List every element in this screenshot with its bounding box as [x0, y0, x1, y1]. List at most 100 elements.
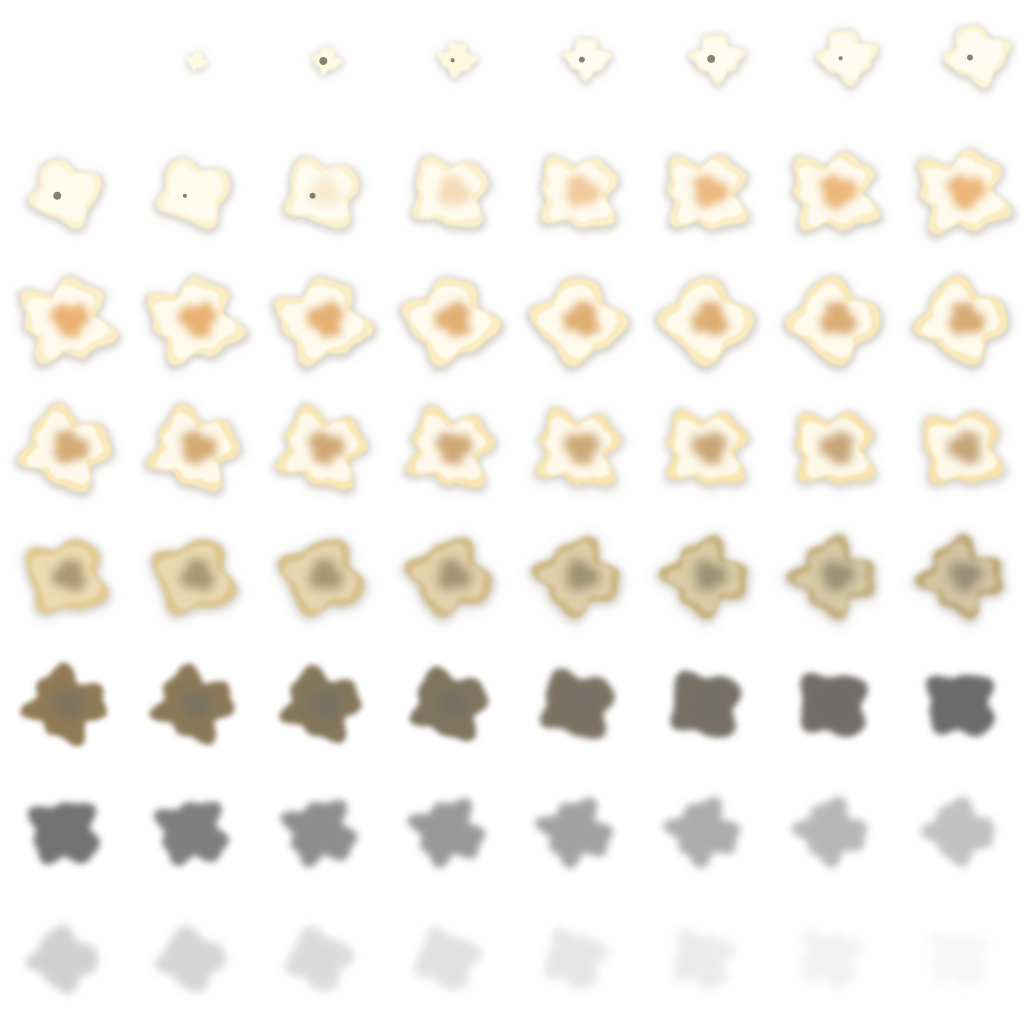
explosion-frame-graphic — [537, 154, 621, 233]
explosion-frame-graphic — [284, 925, 355, 991]
fire-core — [818, 301, 857, 335]
explosion-frame — [768, 512, 896, 640]
fire-core — [181, 430, 217, 465]
explosion-frame-graphic — [560, 37, 614, 86]
explosion-frame — [128, 0, 256, 128]
explosion-frame — [768, 384, 896, 512]
explosion-frame — [512, 640, 640, 768]
explosion-frame — [896, 896, 1024, 1024]
fire-core — [52, 689, 88, 720]
fire-core — [693, 559, 727, 593]
explosion-frame-graphic — [270, 275, 378, 372]
explosion-frame — [512, 128, 640, 256]
explosion-frame — [640, 128, 768, 256]
explosion-frame — [896, 768, 1024, 896]
fire-core — [945, 173, 987, 211]
smoke-cloud — [543, 927, 610, 990]
explosion-frame — [384, 768, 512, 896]
smoke-cloud — [407, 798, 486, 869]
explosion-frame — [768, 256, 896, 384]
explosion-frame — [0, 384, 128, 512]
explosion-frame-graphic — [914, 147, 1016, 240]
fire-core — [434, 301, 472, 338]
explosion-frame-graphic — [17, 275, 122, 370]
fireball — [436, 41, 478, 79]
explosion-frame — [896, 640, 1024, 768]
explosion-frame — [384, 896, 512, 1024]
smoke-cloud — [25, 924, 98, 994]
fire-core — [692, 174, 729, 210]
explosion-frame — [512, 0, 640, 128]
fire-core — [436, 175, 473, 207]
explosion-frame — [896, 256, 1024, 384]
explosion-frame — [256, 768, 384, 896]
fire-core — [565, 559, 600, 592]
explosion-frame — [256, 256, 384, 384]
explosion-frame-graphic — [280, 800, 358, 868]
fire-core — [51, 558, 87, 592]
explosion-frame-graphic — [409, 154, 493, 232]
explosion-frame-graphic — [148, 538, 241, 620]
explosion-frame — [256, 640, 384, 768]
smoke-cloud — [791, 796, 868, 868]
explosion-frame-graphic — [941, 25, 1014, 93]
explosion-frame — [640, 256, 768, 384]
explosion-frame — [640, 512, 768, 640]
explosion-frame — [768, 128, 896, 256]
explosion-frame-graphic — [25, 924, 98, 994]
smoke-cloud — [153, 801, 230, 866]
fireball-highlight — [822, 34, 872, 81]
explosion-frame — [384, 512, 512, 640]
explosion-frame-graphic — [13, 401, 116, 498]
explosion-frame-graphic — [279, 664, 362, 744]
explosion-frame-graphic — [792, 410, 878, 489]
explosion-frame — [256, 896, 384, 1024]
explosion-frame-graphic — [662, 797, 741, 869]
explosion-frame — [256, 512, 384, 640]
fireball-highlight — [950, 31, 1004, 82]
explosion-frame — [0, 896, 128, 1024]
explosion-frame-graphic — [655, 533, 751, 625]
explosion-frame-graphic — [435, 41, 480, 82]
fire-core — [436, 432, 473, 465]
explosion-frame-graphic — [409, 666, 489, 742]
explosion-frame-graphic — [402, 404, 499, 493]
fire-core — [180, 558, 216, 592]
explosion-frame-graphic — [407, 798, 486, 869]
explosion-frame-graphic — [398, 276, 506, 373]
fire-core — [562, 688, 597, 720]
fire-core — [564, 175, 601, 208]
explosion-frame-graphic — [414, 926, 483, 990]
explosion-frame-graphic — [25, 158, 105, 234]
explosion-frame — [768, 768, 896, 896]
explosion-frame — [128, 128, 256, 256]
explosion-frame-graphic — [670, 670, 742, 738]
explosion-frame — [128, 384, 256, 512]
explosion-frame — [0, 256, 128, 384]
explosion-frame-graphic — [687, 33, 749, 89]
explosion-frame-graphic — [153, 801, 230, 866]
explosion-frame-graphic — [663, 408, 751, 490]
fire-core — [308, 559, 344, 591]
explosion-frame — [128, 768, 256, 896]
explosion-frame-graphic — [920, 796, 995, 867]
explosion-frame — [384, 384, 512, 512]
fire-core — [947, 430, 981, 464]
explosion-frame-graphic — [155, 925, 227, 993]
explosion-frame — [256, 0, 384, 128]
smoke-cloud — [662, 797, 741, 869]
explosion-frame-graphic — [929, 932, 990, 989]
explosion-frame — [256, 384, 384, 512]
debris-speck — [319, 57, 328, 65]
explosion-frame — [384, 0, 512, 128]
explosion-frame — [128, 640, 256, 768]
smoke-cloud — [28, 802, 101, 865]
explosion-frame-graphic — [23, 538, 112, 619]
explosion-frame-graphic — [533, 405, 626, 491]
explosion-frame — [256, 128, 384, 256]
explosion-frame — [512, 896, 640, 1024]
explosion-frame-graphic — [790, 150, 885, 236]
explosion-frame — [128, 896, 256, 1024]
explosion-frame-graphic — [791, 796, 868, 868]
smoke-cloud — [414, 926, 483, 990]
